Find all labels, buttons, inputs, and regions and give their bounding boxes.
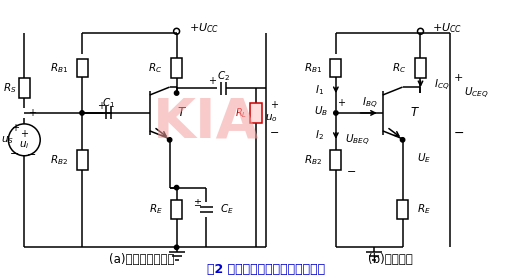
Circle shape: [174, 245, 179, 250]
Text: ±: ±: [193, 198, 201, 208]
Text: KIA: KIA: [153, 96, 260, 150]
Text: $-$: $-$: [9, 147, 19, 157]
Bar: [250, 103, 262, 123]
Text: $-$: $-$: [346, 165, 356, 175]
Circle shape: [334, 111, 338, 115]
Text: $R_C$: $R_C$: [392, 61, 407, 75]
Text: $R_S$: $R_S$: [3, 81, 16, 95]
Text: T: T: [178, 106, 185, 120]
Text: $+U_{CC}$: $+U_{CC}$: [189, 21, 219, 35]
Text: $C_E$: $C_E$: [220, 203, 234, 216]
Text: $I_{CQ}$: $I_{CQ}$: [435, 78, 450, 93]
Text: +: +: [454, 73, 463, 83]
Text: $I_2$: $I_2$: [315, 128, 324, 142]
Text: +: +: [337, 98, 345, 108]
Text: $I_{BQ}$: $I_{BQ}$: [362, 95, 377, 111]
Circle shape: [8, 124, 40, 156]
Text: $R_{B2}$: $R_{B2}$: [50, 153, 68, 167]
Text: +: +: [270, 100, 278, 110]
Text: $u_i$: $u_i$: [19, 139, 30, 151]
Text: $U_{BEQ}$: $U_{BEQ}$: [346, 133, 370, 148]
Circle shape: [80, 111, 84, 115]
Bar: [330, 59, 341, 77]
Text: T: T: [411, 106, 418, 120]
Text: +: +: [20, 129, 28, 139]
Text: 图2 分压式偏置电路及其直流通道: 图2 分压式偏置电路及其直流通道: [207, 263, 325, 276]
Text: $+U_{CC}$: $+U_{CC}$: [432, 21, 463, 35]
Circle shape: [174, 91, 179, 95]
Bar: [171, 200, 182, 219]
Text: $-$: $-$: [453, 126, 464, 139]
Circle shape: [400, 138, 405, 142]
Text: $-$: $-$: [26, 148, 37, 158]
Bar: [397, 200, 408, 219]
Circle shape: [174, 185, 179, 190]
Text: $U_{CEQ}$: $U_{CEQ}$: [464, 86, 489, 101]
Bar: [76, 150, 87, 170]
Text: (b)直流通道: (b)直流通道: [368, 253, 413, 266]
Text: $C_1$: $C_1$: [102, 96, 116, 110]
Text: $u_S$: $u_S$: [2, 134, 14, 146]
Text: +: +: [11, 123, 19, 133]
Bar: [330, 150, 341, 170]
Text: $R_{B1}$: $R_{B1}$: [304, 61, 322, 75]
Text: $R_{B1}$: $R_{B1}$: [50, 61, 68, 75]
Text: $-$: $-$: [269, 126, 279, 136]
Text: $R_E$: $R_E$: [149, 203, 163, 216]
Text: $R_E$: $R_E$: [417, 203, 430, 216]
Text: $C_2$: $C_2$: [217, 69, 230, 83]
Text: $U_E$: $U_E$: [417, 151, 431, 165]
Text: $I_1$: $I_1$: [315, 83, 324, 97]
Bar: [76, 59, 87, 77]
Bar: [19, 78, 30, 98]
Circle shape: [167, 138, 172, 142]
Text: +: +: [28, 108, 36, 118]
Text: +: +: [208, 76, 216, 86]
Text: $U_B$: $U_B$: [314, 104, 328, 118]
Text: $R_L$: $R_L$: [235, 106, 248, 120]
Bar: [415, 58, 426, 78]
Bar: [171, 58, 182, 78]
Text: $R_{B2}$: $R_{B2}$: [304, 153, 322, 167]
Text: (a)分压式偏置电路: (a)分压式偏置电路: [109, 253, 174, 266]
Text: $u_o$: $u_o$: [265, 112, 278, 124]
Text: +: +: [97, 101, 105, 111]
Text: $R_C$: $R_C$: [148, 61, 163, 75]
